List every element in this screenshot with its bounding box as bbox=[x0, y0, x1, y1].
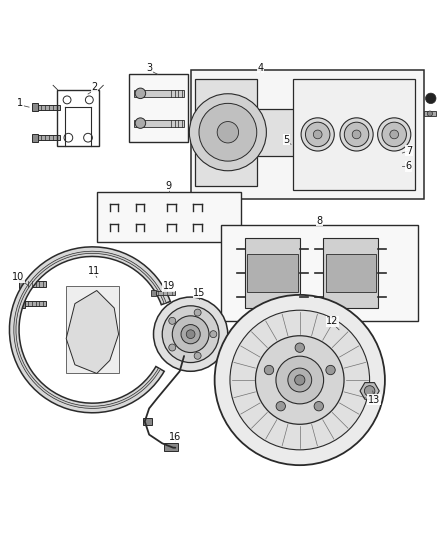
Circle shape bbox=[264, 365, 274, 375]
Circle shape bbox=[181, 325, 200, 344]
Text: 3: 3 bbox=[146, 63, 152, 73]
Bar bbox=[151, 289, 155, 296]
Circle shape bbox=[194, 352, 201, 359]
Text: 13: 13 bbox=[368, 394, 380, 405]
Bar bbox=[38, 104, 60, 110]
Polygon shape bbox=[66, 286, 119, 374]
Bar bbox=[19, 280, 25, 288]
Bar bbox=[97, 192, 241, 243]
Bar bbox=[325, 254, 376, 293]
Wedge shape bbox=[10, 247, 170, 413]
Polygon shape bbox=[360, 383, 379, 399]
Circle shape bbox=[153, 297, 228, 372]
Bar bbox=[221, 225, 418, 321]
Circle shape bbox=[295, 375, 305, 385]
Bar bbox=[143, 418, 152, 425]
Circle shape bbox=[344, 122, 369, 147]
Circle shape bbox=[426, 93, 436, 103]
Text: 1: 1 bbox=[17, 98, 23, 108]
Circle shape bbox=[326, 365, 335, 375]
Circle shape bbox=[313, 130, 322, 139]
Text: 16: 16 bbox=[169, 432, 181, 442]
Circle shape bbox=[169, 344, 176, 351]
Circle shape bbox=[217, 122, 239, 143]
Circle shape bbox=[305, 122, 330, 147]
Bar bbox=[25, 281, 46, 287]
Circle shape bbox=[194, 309, 201, 316]
Text: 10: 10 bbox=[12, 272, 24, 282]
Bar bbox=[32, 103, 38, 111]
Text: 19: 19 bbox=[162, 281, 175, 291]
Circle shape bbox=[288, 368, 312, 392]
Polygon shape bbox=[66, 290, 119, 374]
Text: 15: 15 bbox=[193, 288, 205, 298]
Text: 2: 2 bbox=[92, 83, 98, 93]
Bar bbox=[293, 79, 415, 190]
Circle shape bbox=[314, 401, 324, 411]
Wedge shape bbox=[14, 251, 166, 408]
Circle shape bbox=[276, 401, 286, 411]
Circle shape bbox=[189, 94, 266, 171]
Text: 5: 5 bbox=[283, 135, 290, 145]
Circle shape bbox=[186, 330, 195, 338]
Bar bbox=[155, 290, 175, 295]
Text: 11: 11 bbox=[88, 266, 101, 276]
Circle shape bbox=[301, 118, 334, 151]
Circle shape bbox=[135, 88, 146, 99]
Bar bbox=[25, 301, 46, 306]
Circle shape bbox=[255, 336, 344, 424]
Polygon shape bbox=[195, 79, 298, 185]
Text: 12: 12 bbox=[326, 316, 339, 326]
Text: 9: 9 bbox=[166, 181, 172, 191]
Bar bbox=[57, 90, 99, 147]
Circle shape bbox=[352, 130, 361, 139]
Text: 6: 6 bbox=[406, 161, 412, 171]
Text: 7: 7 bbox=[406, 146, 412, 156]
Circle shape bbox=[210, 330, 217, 338]
Bar bbox=[134, 90, 184, 97]
Circle shape bbox=[295, 343, 304, 352]
Text: 4: 4 bbox=[258, 63, 264, 73]
Circle shape bbox=[390, 130, 399, 139]
Bar bbox=[245, 238, 300, 308]
Circle shape bbox=[169, 317, 176, 324]
Circle shape bbox=[276, 356, 324, 404]
Bar bbox=[323, 238, 378, 308]
Bar bbox=[191, 70, 424, 199]
Text: 8: 8 bbox=[316, 216, 322, 225]
Circle shape bbox=[215, 295, 385, 465]
Circle shape bbox=[172, 316, 209, 352]
Bar bbox=[130, 75, 188, 142]
Circle shape bbox=[340, 118, 373, 151]
Bar bbox=[32, 134, 38, 142]
Bar bbox=[424, 111, 436, 116]
Bar bbox=[247, 254, 297, 293]
Circle shape bbox=[135, 118, 146, 128]
Circle shape bbox=[230, 310, 370, 450]
Circle shape bbox=[382, 122, 406, 147]
Circle shape bbox=[162, 306, 219, 362]
Circle shape bbox=[199, 103, 257, 161]
Bar bbox=[38, 135, 60, 140]
Circle shape bbox=[427, 111, 432, 116]
Circle shape bbox=[378, 118, 411, 151]
Circle shape bbox=[364, 386, 375, 396]
Bar bbox=[19, 300, 25, 308]
Bar bbox=[134, 119, 184, 127]
Bar bbox=[164, 443, 177, 451]
